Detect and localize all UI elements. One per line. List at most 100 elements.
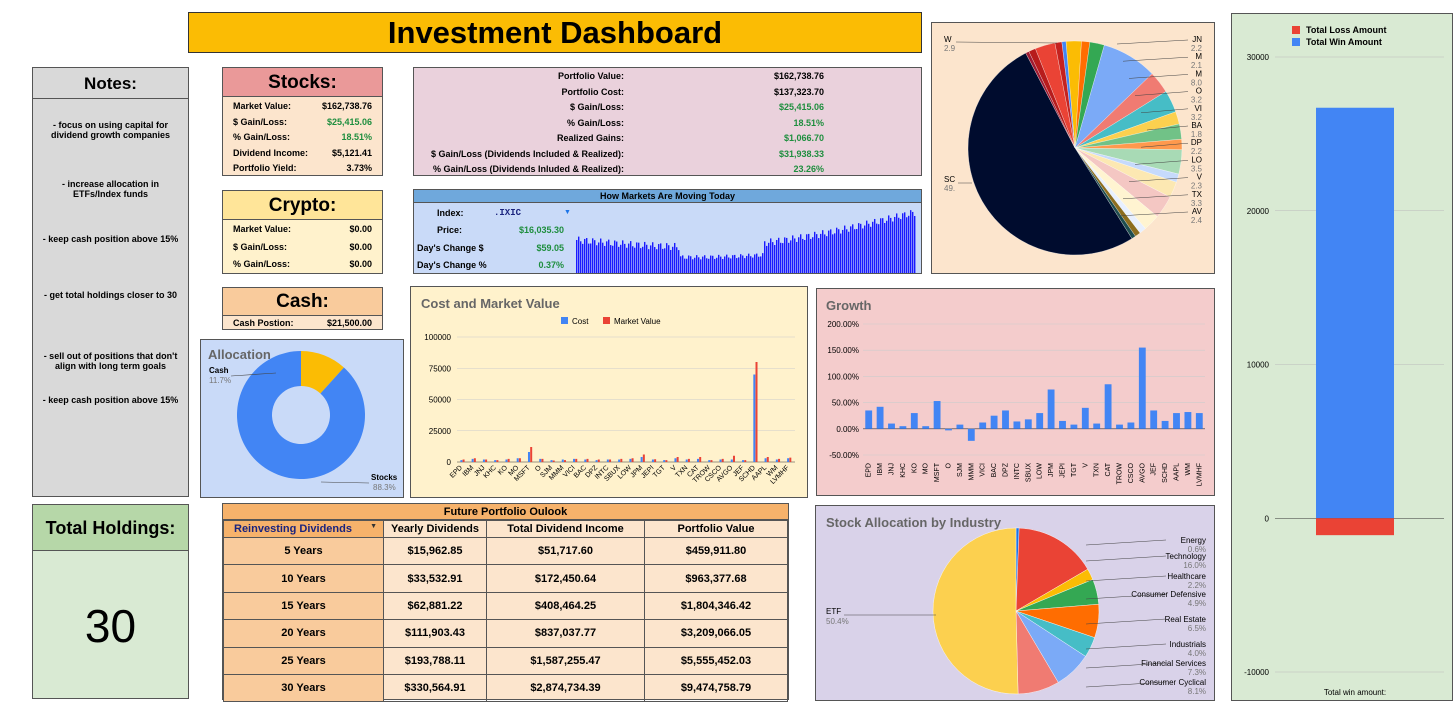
table-cell: $172,450.64: [486, 564, 645, 593]
bar: [573, 458, 576, 462]
slice-pct: 8.1%: [1188, 687, 1206, 696]
x-tick-label: MO: [923, 462, 930, 474]
bar: [460, 460, 463, 462]
sparkline-bar: [912, 211, 914, 273]
table-row: 10 Years $33,532.91 $172,450.64 $963,377.68: [223, 564, 788, 593]
sparkline-bar: [802, 238, 804, 273]
table-cell: $193,788.11: [383, 646, 487, 675]
leader-line: [1122, 56, 1189, 62]
portfolio-value: $31,938.33: [778, 148, 824, 159]
sparkline-bar: [862, 228, 864, 273]
sparkline-bar: [782, 243, 784, 273]
bar: [744, 460, 747, 462]
bar: [654, 459, 657, 462]
bar: [789, 457, 792, 462]
table-cell: $9,474,758.79: [644, 673, 788, 703]
sparkline-bar: [622, 240, 624, 273]
sparkline-bar: [706, 258, 708, 273]
dropdown-arrow-icon[interactable]: ▼: [564, 209, 571, 217]
bar: [575, 458, 578, 462]
table-cell: $33,532.91: [383, 564, 487, 593]
x-tick-label: BAC: [991, 463, 998, 477]
x-tick-label: AVGO: [1139, 462, 1146, 482]
markets-panel: How Markets Are Moving Today Index: .IXIC…: [413, 189, 922, 274]
bar: [651, 459, 654, 462]
bar: [1070, 424, 1078, 429]
slice-label: M: [1195, 52, 1202, 61]
y-tick-label: 25000: [429, 427, 452, 436]
table-row: 20 Years $111,903.43 $837,037.77 $3,209,066…: [223, 619, 788, 648]
note-item: - increase allocation in ETFs/Index fund…: [61, 179, 160, 199]
note-item: - sell out of positions that don't align…: [43, 351, 178, 371]
x-tick-label: SJM: [957, 463, 964, 477]
sparkline-bar: [826, 236, 828, 273]
dropdown-arrow-icon[interactable]: ▼: [370, 523, 377, 530]
y-tick-label: 100.00%: [827, 372, 859, 381]
pie-slice: [1015, 527, 1088, 612]
portfolio-row: Portfolio Cost: $137,323.70: [414, 87, 921, 103]
sparkline-bar: [870, 226, 872, 273]
table-cell: $459,911.80: [644, 536, 788, 566]
bar: [945, 428, 952, 431]
slice-label: ETF: [826, 607, 841, 616]
bar: [473, 458, 476, 462]
y-tick-label: 50.00%: [832, 399, 859, 408]
pie-slice: [967, 52, 1133, 256]
note-item: - get total holdings closer to 30: [43, 290, 177, 300]
sparkline-bar: [748, 253, 750, 273]
table-row: 15 Years $62,881.22 $408,464.25 $1,804,346.…: [223, 591, 788, 621]
table-cell: $2,874,734.39: [486, 673, 645, 703]
y-tick-label: 50000: [429, 396, 452, 405]
slice-label: AV: [1192, 207, 1203, 216]
portfolio-value: 18.51%: [793, 117, 824, 128]
cash-row: Cash Postion: $21,500.00: [223, 316, 382, 330]
bar: [552, 460, 555, 462]
bar: [527, 452, 530, 462]
bar: [518, 458, 521, 462]
sparkline-bar: [710, 255, 712, 273]
win-loss-chart: -10000 0 10000 20000 30000 Total Loss Amount T…: [1244, 25, 1444, 697]
legend-label: Total Win Amount: [1306, 37, 1382, 47]
leader-line: [1134, 160, 1189, 165]
sparkline-bar: [642, 246, 644, 273]
sparkline-bar: [744, 258, 746, 273]
leader-line: [1085, 539, 1167, 546]
sparkline-bar: [638, 242, 640, 273]
slice-label: Cash: [209, 366, 229, 375]
crypto-row: Market Value: $0.00: [223, 224, 382, 242]
bar: [1024, 419, 1032, 429]
slice-label: Technology: [1166, 552, 1206, 561]
sparkline-bar: [722, 258, 724, 273]
index-select[interactable]: .IXIC: [494, 207, 522, 218]
future-outlook-panel: Future Portfolio Oulook Reinvesting Divi…: [222, 503, 789, 703]
bar: [979, 422, 987, 429]
bar: [530, 447, 533, 462]
sparkline-bar: [880, 218, 882, 273]
crypto-row: $ Gain/Loss: $0.00: [223, 242, 382, 260]
sparkline-bar: [858, 223, 860, 273]
pie-slice: [932, 527, 1019, 695]
sparkline-bar: [694, 257, 696, 273]
sparkline-bar: [668, 245, 670, 273]
bar: [778, 458, 781, 462]
bar: [1184, 412, 1192, 429]
sparkline-bar: [730, 258, 732, 273]
sparkline-bar: [680, 256, 682, 273]
bar: [462, 459, 465, 462]
reinvest-select[interactable]: Reinvesting Dividends ▼: [223, 520, 384, 538]
industry-pie-chart: Energy0.6%Technology16.0%Healthcare2.2%C…: [826, 527, 1207, 696]
x-tick-label: CSCO: [1128, 462, 1135, 483]
sparkline-bar: [736, 258, 738, 273]
bar: [505, 459, 508, 462]
industry-title: Stock Allocation by Industry: [826, 515, 1002, 530]
slice-pct: 49.: [944, 184, 955, 193]
sparkline-bar: [704, 255, 706, 273]
x-tick-label: CAT: [1105, 462, 1112, 476]
stock-row: Dividend Income: $5,121.41: [223, 148, 382, 164]
bar: [516, 458, 519, 462]
bar: [1116, 424, 1123, 429]
x-tick-label: V: [1082, 463, 1089, 468]
sparkline-bar: [716, 257, 718, 273]
sparkline-bar: [806, 234, 808, 273]
x-tick-label: EPD: [866, 463, 873, 477]
